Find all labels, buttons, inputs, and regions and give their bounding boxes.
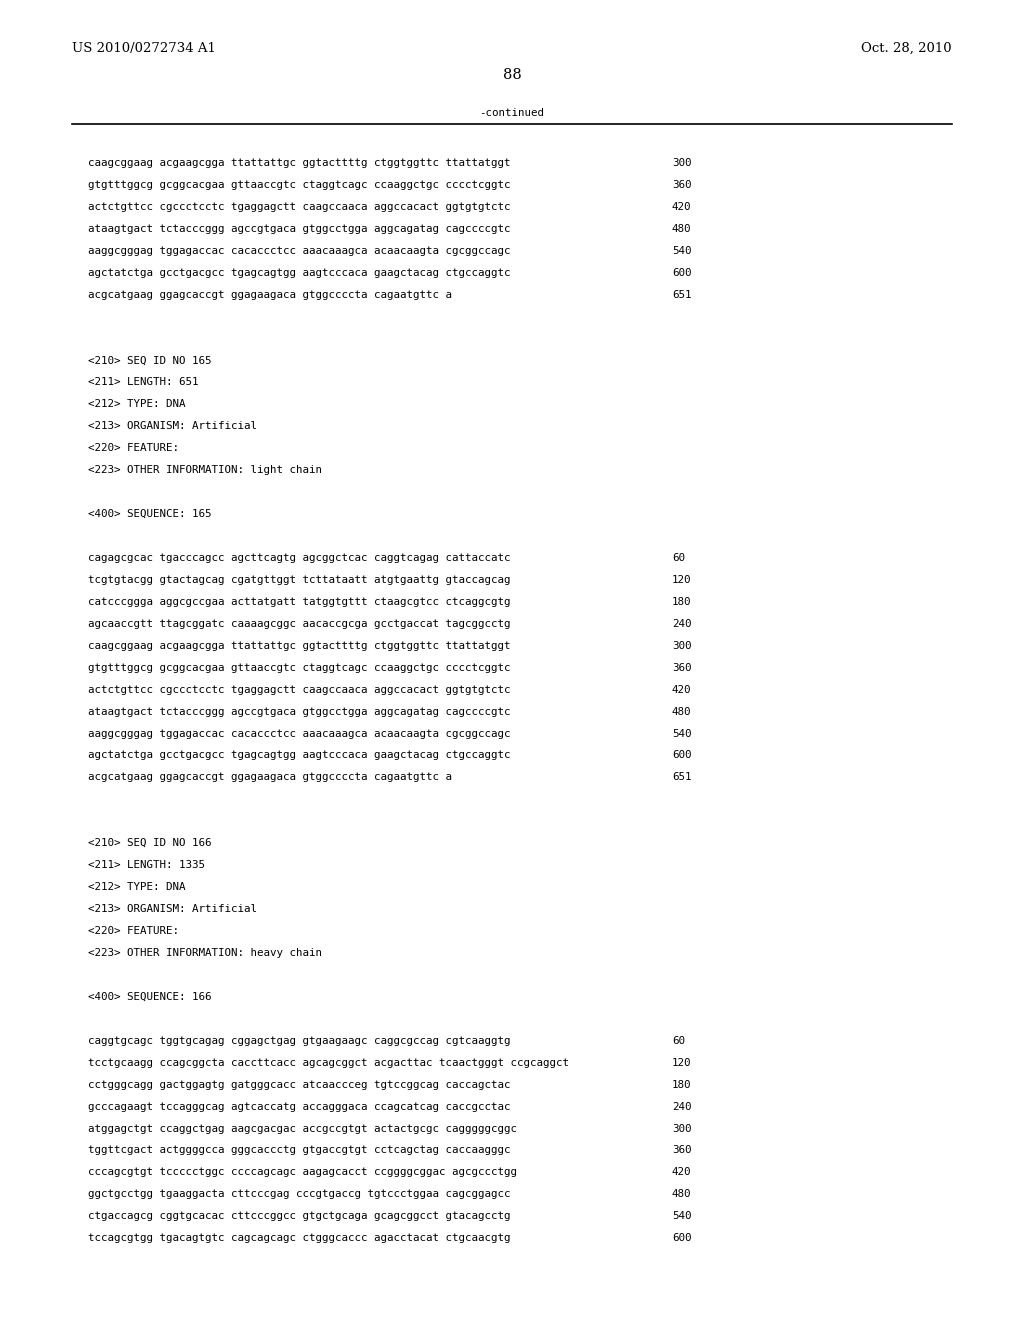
Text: acgcatgaag ggagcaccgt ggagaagaca gtggccccta cagaatgttc a: acgcatgaag ggagcaccgt ggagaagaca gtggccc… bbox=[88, 772, 452, 783]
Text: 600: 600 bbox=[672, 751, 691, 760]
Text: caagcggaag acgaagcgga ttattattgc ggtacttttg ctggtggttc ttattatggt: caagcggaag acgaagcgga ttattattgc ggtactt… bbox=[88, 640, 511, 651]
Text: agctatctga gcctgacgcc tgagcagtgg aagtcccaca gaagctacag ctgccaggtc: agctatctga gcctgacgcc tgagcagtgg aagtccc… bbox=[88, 751, 511, 760]
Text: 88: 88 bbox=[503, 69, 521, 82]
Text: 600: 600 bbox=[672, 1233, 691, 1243]
Text: tcgtgtacgg gtactagcag cgatgttggt tcttataatt atgtgaattg gtaccagcag: tcgtgtacgg gtactagcag cgatgttggt tcttata… bbox=[88, 576, 511, 585]
Text: <210> SEQ ID NO 165: <210> SEQ ID NO 165 bbox=[88, 355, 212, 366]
Text: 600: 600 bbox=[672, 268, 691, 277]
Text: gtgtttggcg gcggcacgaa gttaaccgtc ctaggtcagc ccaaggctgc cccctcggtc: gtgtttggcg gcggcacgaa gttaaccgtc ctaggtc… bbox=[88, 663, 511, 673]
Text: cccagcgtgt tccccctggc ccccagcagc aagagcacct ccggggcggac agcgccctgg: cccagcgtgt tccccctggc ccccagcagc aagagca… bbox=[88, 1167, 517, 1177]
Text: 540: 540 bbox=[672, 1212, 691, 1221]
Text: 240: 240 bbox=[672, 1102, 691, 1111]
Text: <212> TYPE: DNA: <212> TYPE: DNA bbox=[88, 882, 185, 892]
Text: acgcatgaag ggagcaccgt ggagaagaca gtggccccta cagaatgttc a: acgcatgaag ggagcaccgt ggagaagaca gtggccc… bbox=[88, 289, 452, 300]
Text: gtgtttggcg gcggcacgaa gttaaccgtc ctaggtcagc ccaaggctgc cccctcggtc: gtgtttggcg gcggcacgaa gttaaccgtc ctaggtc… bbox=[88, 180, 511, 190]
Text: atggagctgt ccaggctgag aagcgacgac accgccgtgt actactgcgc cagggggcggc: atggagctgt ccaggctgag aagcgacgac accgccg… bbox=[88, 1123, 517, 1134]
Text: 60: 60 bbox=[672, 1036, 685, 1045]
Text: caagcggaag acgaagcgga ttattattgc ggtacttttg ctggtggttc ttattatggt: caagcggaag acgaagcgga ttattattgc ggtactt… bbox=[88, 158, 511, 168]
Text: actctgttcc cgccctcctc tgaggagctt caagccaaca aggccacact ggtgtgtctc: actctgttcc cgccctcctc tgaggagctt caagcca… bbox=[88, 202, 511, 211]
Text: ataagtgact tctacccggg agccgtgaca gtggcctgga aggcagatag cagccccgtc: ataagtgact tctacccggg agccgtgaca gtggcct… bbox=[88, 706, 511, 717]
Text: <400> SEQUENCE: 165: <400> SEQUENCE: 165 bbox=[88, 510, 212, 519]
Text: ggctgcctgg tgaaggacta cttcccgag cccgtgaccg tgtccctggaa cagcggagcc: ggctgcctgg tgaaggacta cttcccgag cccgtgac… bbox=[88, 1189, 511, 1200]
Text: US 2010/0272734 A1: US 2010/0272734 A1 bbox=[72, 42, 216, 55]
Text: 300: 300 bbox=[672, 1123, 691, 1134]
Text: agctatctga gcctgacgcc tgagcagtgg aagtcccaca gaagctacag ctgccaggtc: agctatctga gcctgacgcc tgagcagtgg aagtccc… bbox=[88, 268, 511, 277]
Text: <213> ORGANISM: Artificial: <213> ORGANISM: Artificial bbox=[88, 904, 257, 913]
Text: 120: 120 bbox=[672, 576, 691, 585]
Text: 420: 420 bbox=[672, 685, 691, 694]
Text: <212> TYPE: DNA: <212> TYPE: DNA bbox=[88, 400, 185, 409]
Text: tggttcgact actggggcca gggcaccctg gtgaccgtgt cctcagctag caccaagggc: tggttcgact actggggcca gggcaccctg gtgaccg… bbox=[88, 1146, 511, 1155]
Text: 651: 651 bbox=[672, 289, 691, 300]
Text: 480: 480 bbox=[672, 224, 691, 234]
Text: <223> OTHER INFORMATION: light chain: <223> OTHER INFORMATION: light chain bbox=[88, 465, 322, 475]
Text: 540: 540 bbox=[672, 246, 691, 256]
Text: 180: 180 bbox=[672, 1080, 691, 1089]
Text: tccagcgtgg tgacagtgtc cagcagcagc ctgggcaccc agacctacat ctgcaacgtg: tccagcgtgg tgacagtgtc cagcagcagc ctgggca… bbox=[88, 1233, 511, 1243]
Text: actctgttcc cgccctcctc tgaggagctt caagccaaca aggccacact ggtgtgtctc: actctgttcc cgccctcctc tgaggagctt caagcca… bbox=[88, 685, 511, 694]
Text: <213> ORGANISM: Artificial: <213> ORGANISM: Artificial bbox=[88, 421, 257, 432]
Text: agcaaccgtt ttagcggatc caaaagcggc aacaccgcga gcctgaccat tagcggcctg: agcaaccgtt ttagcggatc caaaagcggc aacaccg… bbox=[88, 619, 511, 628]
Text: <211> LENGTH: 1335: <211> LENGTH: 1335 bbox=[88, 861, 205, 870]
Text: 240: 240 bbox=[672, 619, 691, 628]
Text: <220> FEATURE:: <220> FEATURE: bbox=[88, 927, 179, 936]
Text: <223> OTHER INFORMATION: heavy chain: <223> OTHER INFORMATION: heavy chain bbox=[88, 948, 322, 958]
Text: 420: 420 bbox=[672, 202, 691, 211]
Text: <210> SEQ ID NO 166: <210> SEQ ID NO 166 bbox=[88, 838, 212, 849]
Text: cagagcgcac tgacccagcc agcttcagtg agcggctcac caggtcagag cattaccatc: cagagcgcac tgacccagcc agcttcagtg agcggct… bbox=[88, 553, 511, 562]
Text: 360: 360 bbox=[672, 663, 691, 673]
Text: 120: 120 bbox=[672, 1057, 691, 1068]
Text: 480: 480 bbox=[672, 706, 691, 717]
Text: ctgaccagcg cggtgcacac cttcccggcc gtgctgcaga gcagcggcct gtacagcctg: ctgaccagcg cggtgcacac cttcccggcc gtgctgc… bbox=[88, 1212, 511, 1221]
Text: Oct. 28, 2010: Oct. 28, 2010 bbox=[861, 42, 952, 55]
Text: 360: 360 bbox=[672, 1146, 691, 1155]
Text: 60: 60 bbox=[672, 553, 685, 562]
Text: 651: 651 bbox=[672, 772, 691, 783]
Text: cctgggcagg gactggagtg gatgggcacc atcaaccceg tgtccggcag caccagctac: cctgggcagg gactggagtg gatgggcacc atcaacc… bbox=[88, 1080, 511, 1089]
Text: 180: 180 bbox=[672, 597, 691, 607]
Text: 480: 480 bbox=[672, 1189, 691, 1200]
Text: 300: 300 bbox=[672, 640, 691, 651]
Text: aaggcgggag tggagaccac cacaccctcc aaacaaagca acaacaagta cgcggccagc: aaggcgggag tggagaccac cacaccctcc aaacaaa… bbox=[88, 729, 511, 738]
Text: <400> SEQUENCE: 166: <400> SEQUENCE: 166 bbox=[88, 991, 212, 1002]
Text: 300: 300 bbox=[672, 158, 691, 168]
Text: <211> LENGTH: 651: <211> LENGTH: 651 bbox=[88, 378, 199, 387]
Text: catcccggga aggcgccgaa acttatgatt tatggtgttt ctaagcgtcc ctcaggcgtg: catcccggga aggcgccgaa acttatgatt tatggtg… bbox=[88, 597, 511, 607]
Text: 420: 420 bbox=[672, 1167, 691, 1177]
Text: gcccagaagt tccagggcag agtcaccatg accagggaca ccagcatcag caccgcctac: gcccagaagt tccagggcag agtcaccatg accaggg… bbox=[88, 1102, 511, 1111]
Text: caggtgcagc tggtgcagag cggagctgag gtgaagaagc caggcgccag cgtcaaggtg: caggtgcagc tggtgcagag cggagctgag gtgaaga… bbox=[88, 1036, 511, 1045]
Text: 540: 540 bbox=[672, 729, 691, 738]
Text: 360: 360 bbox=[672, 180, 691, 190]
Text: -continued: -continued bbox=[479, 108, 545, 117]
Text: tcctgcaagg ccagcggcta caccttcacc agcagcggct acgacttac tcaactgggt ccgcaggct: tcctgcaagg ccagcggcta caccttcacc agcagcg… bbox=[88, 1057, 569, 1068]
Text: aaggcgggag tggagaccac cacaccctcc aaacaaagca acaacaagta cgcggccagc: aaggcgggag tggagaccac cacaccctcc aaacaaa… bbox=[88, 246, 511, 256]
Text: ataagtgact tctacccggg agccgtgaca gtggcctgga aggcagatag cagccccgtc: ataagtgact tctacccggg agccgtgaca gtggcct… bbox=[88, 224, 511, 234]
Text: <220> FEATURE:: <220> FEATURE: bbox=[88, 444, 179, 453]
